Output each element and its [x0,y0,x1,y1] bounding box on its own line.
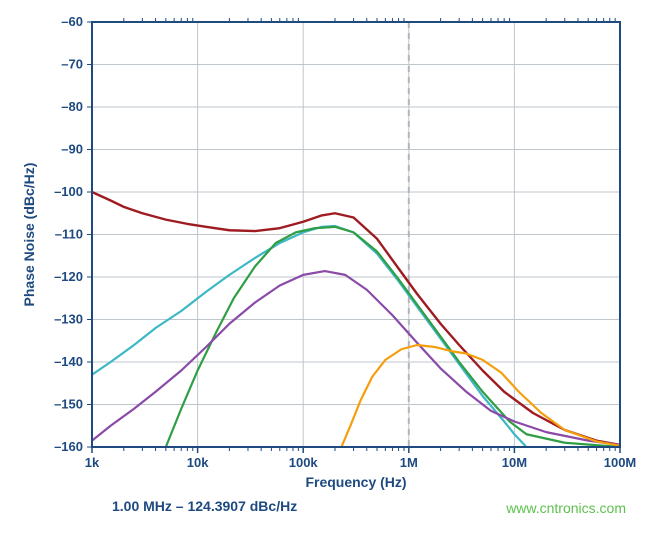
x-tick-label: 10k [187,455,209,470]
chart-svg: –160 –150 –140 –130 –120 –110 –100 –90 –80 –70 –60… [0,0,653,539]
y-axis-title: Phase Noise (dBc/Hz) [21,163,37,307]
y-tick-label: –70 [61,57,83,72]
y-tick-label: –150 [54,397,83,412]
y-tick-label: –110 [55,227,83,242]
y-tick-label: –130 [54,312,83,327]
phase-noise-chart: –160 –150 –140 –130 –120 –110 –100 –90 –80 –70 –60… [0,0,653,539]
y-tick-label: –60 [61,14,83,29]
x-tick-label: 100k [289,455,319,470]
y-tick-label: –80 [61,99,83,114]
y-tick-label: –120 [54,269,83,284]
x-tick-label: 100M [604,455,637,470]
x-tick-label: 1k [85,455,100,470]
y-tick-label: –160 [54,439,83,454]
x-tick-label: 1M [400,455,418,470]
annotation-text: 1.00 MHz – 124.3907 dBc/Hz [112,498,297,514]
y-tick-label: –100 [54,184,83,199]
x-tick-label: 10M [502,455,527,470]
x-axis-title: Frequency (Hz) [305,474,406,490]
y-tick-label: –90 [61,142,83,157]
y-tick-label: –140 [54,354,83,369]
watermark-text: www.cntronics.com [505,500,626,516]
